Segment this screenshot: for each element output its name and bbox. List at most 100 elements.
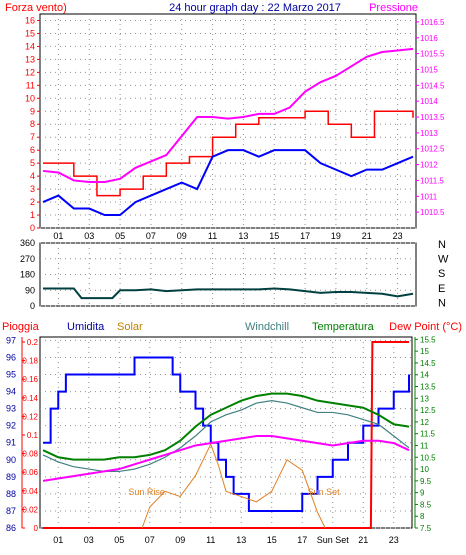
temperature-tick-label: 14.5	[420, 359, 436, 368]
top-x-tick-label: 01	[53, 231, 63, 241]
top-x-tick-label: 07	[146, 231, 156, 241]
humidity-tick-label: 91	[6, 438, 16, 448]
temperature-tick-label: 13.5	[420, 383, 436, 392]
top-right-tick-label: 1016.5	[420, 18, 445, 27]
temperature-tick-label: 9	[420, 489, 425, 498]
direction-compass-label: N	[438, 239, 446, 251]
top-right-tick-label: 1015.5	[420, 50, 445, 59]
bottom-series-dewpoint	[42, 435, 410, 482]
top-x-tick-label: 09	[177, 231, 187, 241]
top-left-tick-label: 6	[30, 145, 35, 155]
humidity-tick-label: 92	[6, 421, 16, 431]
direction-tick-label: 180	[20, 270, 35, 280]
top-right-tick-label: 1016	[420, 34, 438, 43]
top-left-tick-label: 7	[30, 132, 35, 142]
direction-tick-label: 360	[20, 238, 35, 248]
top-left-tick-label: 14	[25, 41, 35, 51]
direction-compass-label: N	[438, 297, 446, 309]
bottom-x-tick-label: 01	[53, 535, 63, 545]
top-left-tick-label: 2	[30, 197, 35, 207]
bottom-x-tick-label: 07	[145, 535, 155, 545]
temperature-tick-label: 13	[420, 394, 429, 403]
temperature-tick-label: 10	[420, 465, 429, 474]
humidity-tick-label: 93	[6, 404, 16, 414]
rain-tick-label: 0.08	[22, 450, 38, 459]
bottom-series-rain	[43, 341, 409, 529]
temperature-tick-label: 11.5	[420, 430, 436, 439]
bottom-x-tick-label: 09	[175, 535, 185, 545]
top-x-tick-label: 19	[331, 231, 341, 241]
temperature-tick-label: 7.5	[420, 524, 432, 533]
top-left-tick-label: 1	[30, 210, 35, 220]
rain-tick-label: 0.1	[27, 431, 39, 440]
top-right-tick-label: 1014.5	[420, 81, 445, 90]
top-x-tick-label: 17	[300, 231, 310, 241]
rain-tick-label: 0.06	[22, 468, 38, 477]
rain-tick-label: 0.2	[27, 338, 39, 347]
bottom-x-tick-label: 21	[358, 535, 368, 545]
top-right-tick-label: 1012	[420, 161, 438, 170]
top-x-tick-label: 11	[208, 231, 217, 241]
top-right-tick-label: 1014	[420, 97, 438, 106]
top-series-gust	[43, 110, 414, 197]
top-x-tick-label: 21	[362, 231, 372, 241]
top-series-wind	[42, 149, 414, 217]
top-left-tick-label: 11	[26, 80, 35, 90]
top-x-tick-label: 13	[238, 231, 248, 241]
legend-solar: Solar	[117, 321, 143, 333]
top-series-pressure	[42, 47, 414, 184]
legend-temperature: Temperatura	[312, 321, 375, 333]
temperature-tick-label: 10.5	[420, 453, 436, 462]
rain-tick-label: 0.02	[22, 505, 38, 514]
bottom-x-tick-label: 03	[84, 535, 94, 545]
direction-compass-label: W	[438, 254, 449, 266]
bottom-series-temperature	[42, 392, 410, 461]
top-right-axis-title: Pressione	[369, 2, 418, 14]
wind-pressure-panel: 0123456789101112131415161010.510111011.5…	[25, 13, 445, 241]
direction-compass-label: E	[438, 283, 445, 295]
legend-rain: Pioggia	[2, 321, 40, 333]
rain-tick-label: 0.04	[22, 487, 38, 496]
bottom-x-tick-label: 17	[297, 535, 307, 545]
temperature-tick-label: 11	[420, 441, 429, 450]
top-left-tick-label: 13	[25, 54, 35, 64]
humidity-tick-label: 86	[6, 523, 16, 533]
top-right-tick-label: 1011.5	[420, 176, 444, 185]
temperature-tick-label: 12	[420, 418, 429, 427]
top-x-tick-label: 03	[84, 231, 94, 241]
rain-tick-label: 0.12	[22, 412, 38, 421]
top-left-tick-label: 9	[30, 106, 35, 116]
rain-tick-label: 0.16	[22, 375, 38, 384]
bottom-series-solar	[141, 442, 326, 529]
rain-tick-label: 0.14	[22, 394, 38, 403]
direction-tick-label: 270	[20, 254, 35, 264]
top-left-tick-label: 12	[25, 67, 35, 77]
top-right-tick-label: 1013	[420, 129, 438, 138]
direction-plot-frame	[39, 242, 417, 307]
humidity-tick-label: 97	[6, 335, 16, 345]
legend-humidity: Umidita	[67, 321, 105, 333]
humidity-tick-label: 88	[6, 489, 16, 499]
temperature-tick-label: 8	[420, 512, 425, 521]
temperature-tick-label: 12.5	[420, 406, 436, 415]
top-right-tick-label: 1015	[420, 65, 438, 74]
rain-humidity-temperature-panel: 86878889909192939495969700.020.040.060.0…	[6, 335, 436, 545]
top-left-tick-label: 15	[25, 28, 35, 38]
top-right-tick-label: 1013.5	[420, 113, 445, 122]
legend-dewpoint: Dew Point (°C)	[389, 321, 462, 333]
temperature-tick-label: 14	[420, 371, 429, 380]
bottom-plot-frame	[39, 336, 413, 529]
bottom-x-tick-label: Sun Set	[317, 535, 350, 545]
top-right-tick-label: 1010.5	[420, 208, 445, 217]
top-plot-frame	[39, 13, 417, 229]
bottom-series-humidity	[43, 356, 410, 512]
bottom-x-tick-label: 15	[267, 535, 277, 545]
legend-windchill: Windchill	[245, 321, 289, 333]
temperature-tick-label: 8.5	[420, 500, 432, 509]
top-left-tick-label: 5	[30, 158, 35, 168]
rain-tick-label: 0	[34, 524, 39, 533]
top-x-tick-label: 15	[269, 231, 279, 241]
humidity-tick-label: 90	[6, 455, 16, 465]
